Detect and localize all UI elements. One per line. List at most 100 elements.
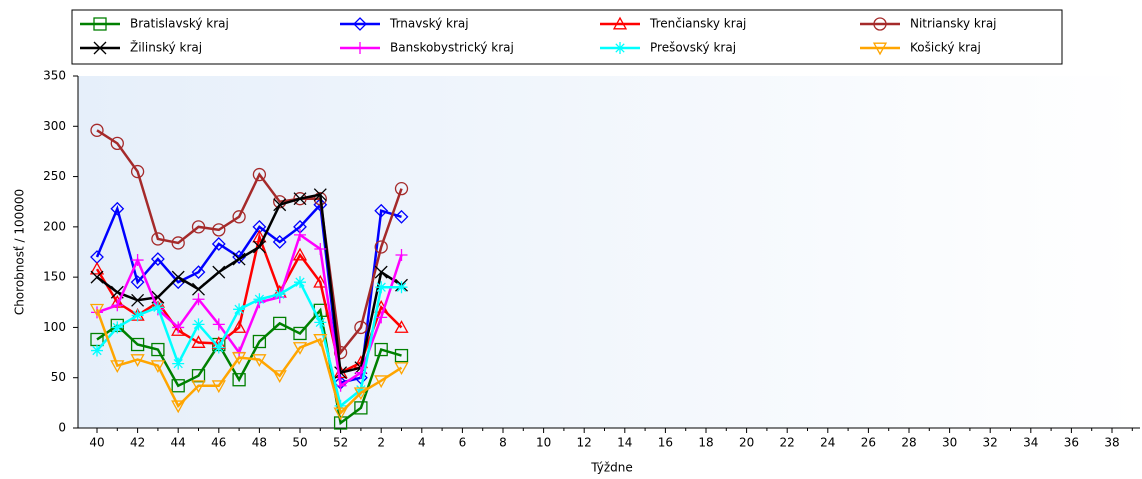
marker [151, 301, 164, 314]
legend-label: Žilinský kraj [130, 40, 202, 55]
y-tick-label: 100 [43, 320, 66, 334]
x-tick-label: 32 [983, 436, 998, 450]
marker [130, 337, 145, 352]
marker [171, 270, 185, 284]
y-tick-label: 150 [43, 270, 66, 284]
marker [293, 192, 307, 206]
x-tick-label: 8 [499, 436, 507, 450]
x-tick-label: 40 [89, 436, 104, 450]
marker [89, 261, 105, 275]
marker [252, 240, 266, 254]
marker [313, 274, 328, 288]
marker [93, 17, 107, 31]
x-tick-label: 26 [861, 436, 876, 450]
marker [192, 293, 205, 306]
legend-label: Trnavský kraj [389, 17, 469, 31]
marker [353, 387, 369, 401]
marker [151, 232, 165, 246]
marker [273, 198, 287, 212]
marker [272, 370, 287, 384]
marker [253, 293, 266, 306]
marker [191, 265, 206, 280]
marker [314, 242, 327, 255]
marker [191, 335, 206, 348]
legend-label: Bratislavský kraj [130, 17, 229, 31]
x-tick-label: 20 [739, 436, 754, 450]
x-tick-label: 16 [658, 436, 673, 450]
marker [354, 320, 368, 335]
marker [354, 401, 368, 415]
marker [212, 318, 225, 331]
marker [374, 240, 388, 254]
marker [872, 42, 888, 56]
y-tick-label: 250 [43, 169, 66, 183]
marker [192, 282, 205, 296]
series-line [95, 232, 403, 375]
x-tick-label: 6 [459, 436, 467, 450]
x-tick-label: 46 [211, 436, 226, 450]
marker [375, 311, 388, 324]
marker [131, 309, 144, 322]
marker [394, 320, 409, 333]
marker [273, 288, 286, 301]
x-tick-label: 28 [901, 436, 916, 450]
marker [292, 342, 308, 355]
marker [273, 316, 287, 331]
marker [395, 249, 408, 262]
marker [130, 275, 145, 290]
marker [151, 342, 165, 357]
marker [89, 303, 105, 317]
marker [232, 210, 246, 224]
legend-label: Nitriansky kraj [910, 17, 997, 31]
marker [172, 357, 185, 370]
y-tick-label: 0 [58, 421, 66, 435]
marker [374, 265, 388, 279]
marker [232, 252, 246, 266]
legend-label: Trenčiansky kraj [649, 17, 746, 31]
x-tick-label: 36 [1064, 436, 1079, 450]
marker [130, 354, 145, 367]
marker [314, 316, 327, 329]
marker [612, 16, 628, 30]
x-tick-label: 38 [1104, 436, 1119, 450]
x-tick-label: 30 [942, 436, 957, 450]
marker [614, 42, 626, 54]
x-axis-label: Týždne [590, 461, 632, 475]
marker [211, 380, 226, 394]
legend-label: Banskobystrický kraj [390, 41, 514, 55]
marker [93, 41, 107, 55]
marker [150, 252, 165, 266]
marker [191, 380, 206, 394]
legend-box [71, 9, 1063, 65]
marker [90, 123, 104, 137]
marker [131, 254, 144, 267]
marker [394, 209, 409, 224]
y-tick-label: 300 [43, 119, 66, 133]
marker [171, 400, 186, 414]
x-tick-label: 10 [536, 436, 551, 450]
marker [394, 181, 409, 196]
marker [374, 342, 388, 357]
marker [191, 369, 206, 383]
marker [293, 326, 307, 341]
series-line [96, 232, 403, 388]
marker [212, 223, 226, 237]
marker [191, 220, 206, 234]
marker [110, 360, 125, 373]
y-tick-label: 350 [43, 69, 66, 83]
x-tick-label: 34 [1023, 436, 1038, 450]
marker [252, 354, 267, 367]
marker [334, 366, 348, 380]
x-tick-label: 4 [418, 436, 426, 450]
legend-label: Prešovský kraj [650, 41, 736, 55]
x-tick-label: 2 [377, 436, 385, 450]
marker [212, 265, 226, 279]
marker [252, 167, 267, 182]
x-tick-label: 12 [577, 436, 592, 450]
marker [131, 293, 145, 307]
series-line [96, 280, 402, 409]
marker [192, 318, 205, 331]
x-tick-label: 50 [292, 436, 307, 450]
x-tick-label: 48 [252, 436, 267, 450]
